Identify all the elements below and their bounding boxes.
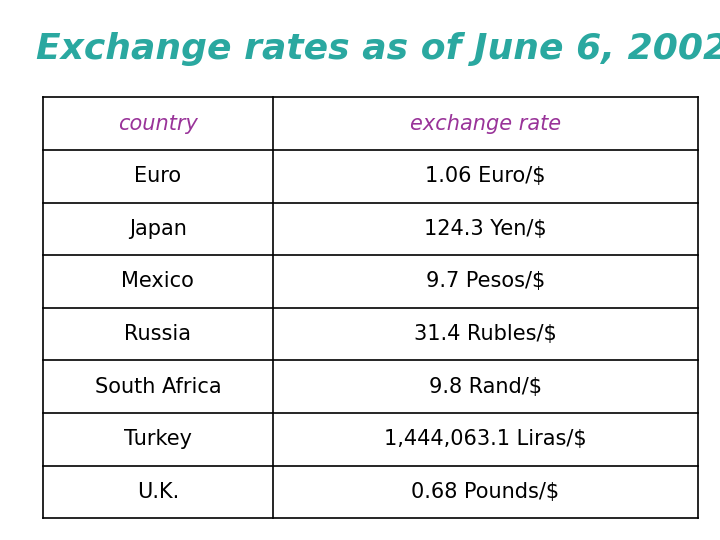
Text: Mexico: Mexico [122, 272, 194, 292]
Text: Japan: Japan [129, 219, 186, 239]
Text: 124.3 Yen/$: 124.3 Yen/$ [424, 219, 546, 239]
Text: 1.06 Euro/$: 1.06 Euro/$ [426, 166, 546, 186]
Text: 9.8 Rand/$: 9.8 Rand/$ [429, 377, 542, 397]
Text: exchange rate: exchange rate [410, 113, 561, 133]
Text: U.K.: U.K. [137, 482, 179, 502]
Text: 1,444,063.1 Liras/$: 1,444,063.1 Liras/$ [384, 429, 587, 449]
Text: Euro: Euro [135, 166, 181, 186]
Text: Russia: Russia [125, 324, 192, 344]
Text: country: country [118, 113, 198, 133]
Text: 9.7 Pesos/$: 9.7 Pesos/$ [426, 272, 545, 292]
Text: Turkey: Turkey [124, 429, 192, 449]
Text: 0.68 Pounds/$: 0.68 Pounds/$ [411, 482, 559, 502]
Text: 31.4 Rubles/$: 31.4 Rubles/$ [414, 324, 557, 344]
Text: Exchange rates as of June 6, 2002: Exchange rates as of June 6, 2002 [36, 32, 720, 66]
Text: South Africa: South Africa [94, 377, 221, 397]
